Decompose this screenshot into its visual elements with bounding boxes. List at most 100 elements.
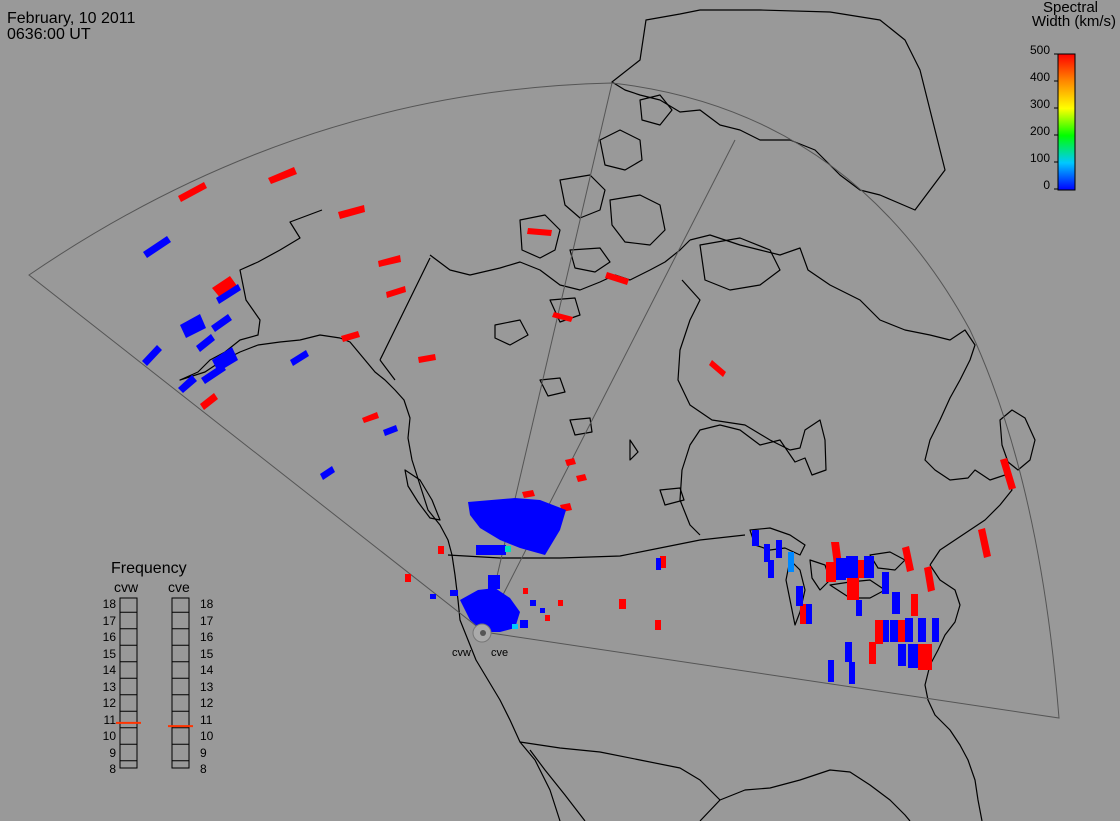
echo (545, 615, 550, 621)
echo (918, 618, 926, 642)
echo (418, 354, 436, 363)
freq-box-cve (171, 597, 190, 769)
frequency-scale-label: 9 (200, 745, 207, 760)
frequency-panel (119, 597, 190, 769)
echoes-mid-width (505, 546, 794, 629)
echo (918, 644, 932, 670)
echo (882, 572, 889, 594)
echo (764, 544, 770, 562)
labrador-coast (689, 234, 1013, 566)
echo (558, 600, 563, 606)
hudson-bay-coast (677, 279, 827, 536)
echo (858, 560, 864, 578)
echo (788, 552, 794, 572)
echo (530, 600, 536, 606)
newfoundland-coast (999, 409, 1036, 471)
frequency-scale-label: 10 (102, 729, 116, 744)
great-lakes (749, 527, 906, 626)
map-date: February, 10 2011 (7, 10, 136, 27)
echo (978, 528, 991, 558)
frequency-scale-label: 15 (200, 646, 214, 661)
colorbar-title-line2: Width (km/s) (1031, 13, 1116, 30)
echo (386, 286, 406, 298)
echo (338, 205, 365, 219)
echo-cluster (460, 588, 520, 632)
echo (438, 546, 444, 554)
colorbar-tick-label: 500 (1029, 43, 1050, 57)
echo (201, 364, 226, 384)
echo (898, 644, 906, 666)
radar-site (472, 623, 492, 643)
echo (378, 255, 401, 267)
echo (898, 620, 905, 642)
echo (518, 532, 528, 542)
freq-box-cvw (119, 597, 138, 769)
echo (212, 347, 238, 372)
echo (892, 592, 900, 614)
colorbar-tick-label: 0 (1043, 178, 1050, 192)
echo (902, 546, 914, 572)
echo (178, 182, 207, 202)
echo (796, 586, 803, 606)
echo (605, 272, 629, 285)
echo (565, 458, 576, 466)
echo (200, 393, 218, 410)
echo (268, 167, 297, 184)
arctic-coast (429, 239, 691, 291)
echo (178, 375, 197, 393)
echo (924, 566, 935, 592)
fov-boundary-cve-west (483, 139, 736, 633)
echo (752, 530, 759, 546)
frequency-scale-label: 13 (200, 679, 214, 694)
frequency-scale-label: 16 (200, 630, 214, 644)
echo (540, 608, 545, 613)
radar-label-cve: cve (491, 647, 509, 659)
frequency-markers (116, 721, 193, 728)
frequency-scale-label: 12 (102, 696, 116, 711)
arctic-islands (494, 94, 781, 506)
echo (142, 345, 162, 366)
us-mexico-border (519, 741, 721, 801)
echo (846, 556, 858, 578)
colorbar-title-line1: Spectral (1042, 0, 1098, 16)
frequency-scale-label: 8 (200, 762, 207, 777)
echo (890, 620, 898, 642)
echoes-high-width (178, 167, 1016, 670)
map-time: 0636:00 UT (7, 26, 91, 43)
colorbar-tick-label: 200 (1029, 124, 1050, 138)
frequency-scale-label: 15 (102, 646, 116, 661)
echo (290, 350, 309, 366)
frequency-scale-label: 16 (102, 630, 116, 644)
echoes-low-width (142, 236, 939, 684)
echo (405, 574, 411, 582)
echo (211, 314, 232, 332)
echo (362, 412, 379, 423)
echo (216, 284, 241, 304)
echo (488, 575, 500, 589)
us-canada-border (447, 534, 746, 559)
echo (905, 618, 913, 642)
echo-cluster (468, 498, 566, 555)
greenland-coast (611, 9, 946, 211)
echo (932, 618, 939, 642)
echo (864, 556, 874, 578)
echo (341, 331, 360, 342)
echo (875, 620, 883, 644)
echo (1000, 458, 1016, 490)
echo (512, 624, 518, 629)
echo (520, 620, 528, 628)
echo (522, 490, 535, 498)
frequency-scale-label: 17 (102, 613, 116, 628)
echo (196, 334, 215, 352)
echo (523, 588, 528, 594)
echo (430, 594, 436, 599)
alaska-coast (179, 209, 561, 821)
echo (212, 276, 240, 300)
alaska-border (379, 257, 431, 381)
colorbar-tick-label: 400 (1029, 70, 1050, 84)
echo (383, 425, 398, 436)
colorbar-tick-label: 100 (1029, 151, 1050, 165)
echo (836, 558, 846, 580)
echo (847, 578, 859, 600)
